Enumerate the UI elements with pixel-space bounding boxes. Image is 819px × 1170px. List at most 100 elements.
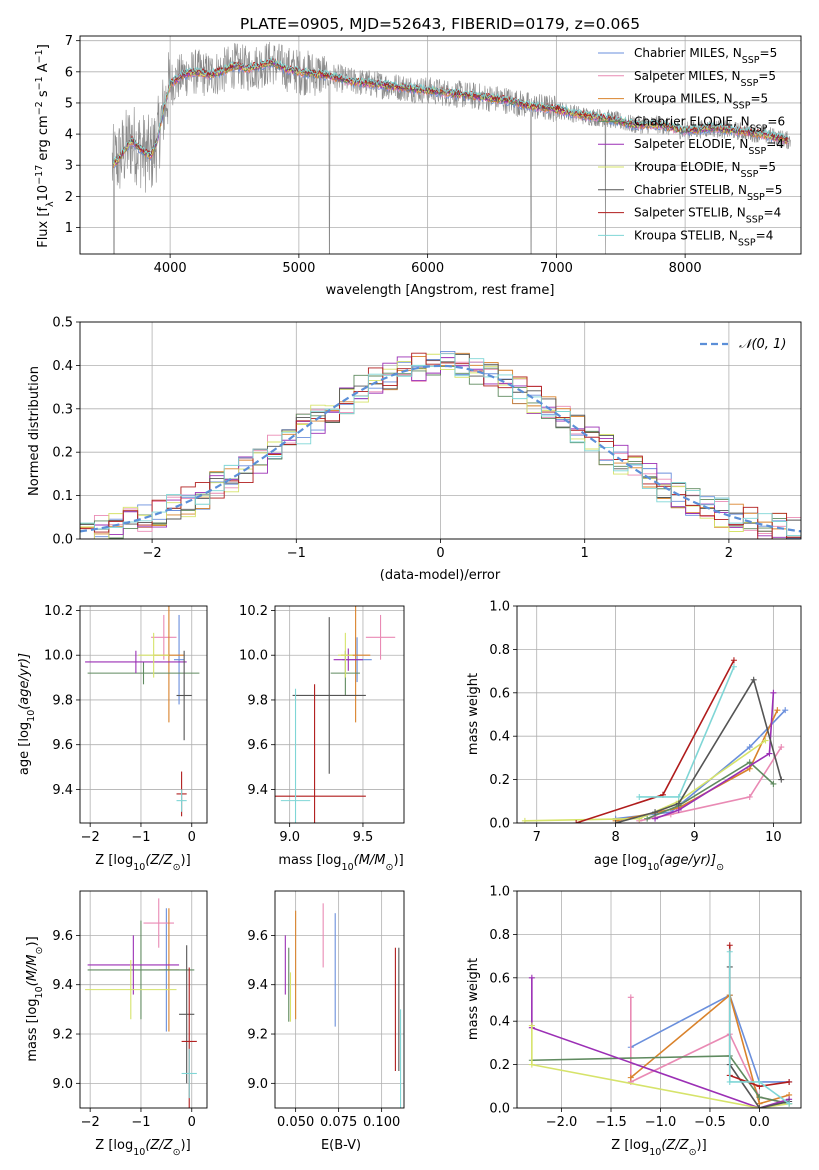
errorbar-point (176, 650, 192, 741)
axes-frame (79, 35, 802, 255)
x-axis-label: Z [log10(Z/Z⊙)] (95, 1138, 190, 1158)
x-axis-label: Z [log10(Z/Z⊙)] (611, 1138, 706, 1158)
y-tick-label: 0.8 (489, 928, 510, 943)
axes-frame (79, 605, 208, 824)
y-axis-label: mass weight (466, 673, 481, 755)
x-tick-label: 8 (611, 830, 619, 845)
x-axis-label-part: (Z/Z (661, 1138, 689, 1153)
plus-marker (528, 1061, 535, 1068)
figure-title: PLATE=0905, MJD=52643, FIBERID=0179, z=0… (240, 15, 640, 33)
x-tick-label: 0 (188, 830, 196, 845)
x-axis-label-part: )] (181, 1138, 191, 1153)
errorbar-point (87, 920, 195, 1020)
errorbar-point (179, 945, 195, 1084)
legend-entry: Salpeter ELODIE, NSSP=4 (634, 137, 784, 157)
y-tick-label: 0.2 (52, 446, 73, 461)
plus-marker (644, 815, 651, 822)
y-tick-label: 9.2 (52, 1028, 73, 1043)
legend-entry-part: =5 (760, 46, 778, 60)
x-axis-label: wavelength [Angstrom, rest frame] (326, 283, 555, 298)
y-tick-label: 9.4 (247, 978, 268, 993)
legend-entry-part: SSP (738, 237, 756, 248)
x-tick-label: 0 (436, 546, 444, 561)
x-tick-label: 7000 (540, 261, 573, 276)
y-axis-label: Flux [fλ10−17 erg cm−2 s−1 A−1] (34, 44, 56, 248)
plus-marker (612, 820, 619, 823)
y-tick-label: 0.4 (489, 1015, 510, 1030)
legend-entry-part: Chabrier MILES, N (634, 46, 742, 60)
legend-entry-part: =5 (765, 183, 783, 197)
x-axis-label-part: Z [log (611, 1138, 649, 1153)
y-axis-label-part: ] (36, 44, 51, 49)
x-axis-label-part: ⊙ (386, 862, 394, 873)
legend-entry-part: SSP (748, 146, 766, 157)
y-tick-label: 9.6 (247, 738, 268, 753)
plus-marker (762, 737, 769, 744)
x-tick-label: 10 (765, 830, 782, 845)
plus-marker (652, 815, 659, 822)
x-tick-label: 5000 (282, 261, 315, 276)
x-tick-label: −2 (81, 1115, 100, 1130)
y-tick-label: 2 (65, 190, 73, 205)
plus-marker (770, 689, 777, 696)
legend-entry-part: =6 (767, 114, 785, 128)
x-axis-label-part: mass [log (278, 853, 341, 868)
plot-area (111, 41, 791, 254)
y-axis-label-part: erg cm (36, 115, 51, 164)
y-tick-label: 10.2 (239, 604, 268, 619)
x-axis-label-part: 10 (133, 1147, 145, 1158)
y-tick-label: 0.5 (52, 316, 73, 331)
plus-marker (652, 809, 659, 816)
plus-marker (730, 657, 737, 664)
legend-entry-part: SSP (742, 55, 760, 66)
y-tick-label: 9.0 (247, 1077, 268, 1092)
x-tick-label: −2.0 (546, 1115, 578, 1130)
y-axis-label-part: −1 (34, 49, 45, 63)
x-tick-label: 0.100 (363, 1115, 400, 1130)
y-tick-label: 10.0 (44, 649, 73, 664)
y-tick-label: 9.4 (52, 783, 73, 798)
y-tick-label: 4 (65, 128, 73, 143)
x-axis-label-part: (age/yr)] (659, 853, 716, 868)
plus-marker (726, 948, 733, 955)
y-tick-label: 9.2 (247, 1028, 268, 1043)
y-axis-label-part: −2 (34, 101, 45, 115)
legend-entry-part: Salpeter STELIB, N (634, 206, 746, 220)
y-tick-label: 0.0 (489, 1102, 510, 1117)
x-axis-label: age [log10(age/yr)]⊙ (594, 853, 724, 873)
x-tick-label: 2 (725, 546, 733, 561)
errorbar-point (85, 960, 177, 1020)
y-axis-label-part: s (36, 90, 51, 101)
legend-entry-part: =5 (758, 69, 776, 83)
panel-age-vs-z: −2 −1 09.49.69.810.010.2Z [log10(Z/Z⊙)]age… (17, 604, 208, 873)
y-tick-label: 0.8 (489, 643, 510, 658)
mass-weight-line (531, 1025, 790, 1108)
y-axis-label-part: ⊙ (34, 947, 45, 955)
mass-weight-line (531, 1055, 790, 1105)
plus-marker (782, 707, 789, 714)
x-axis-label-part: ⊙ (716, 862, 724, 873)
y-axis-label: mass weight (466, 958, 481, 1040)
x-axis-label-part: age [log (594, 853, 647, 868)
legend-entry-part: Kroupa STELIB, N (634, 228, 738, 242)
plot-area (521, 657, 789, 823)
y-tick-label: 9.0 (52, 1077, 73, 1092)
plus-marker (770, 780, 777, 787)
y-tick-label: 9.6 (247, 929, 268, 944)
plus-marker (746, 759, 753, 766)
y-tick-label: 10.0 (239, 649, 268, 664)
legend-entry: Salpeter MILES, NSSP=5 (634, 69, 776, 89)
x-tick-label: 4000 (154, 261, 187, 276)
x-axis-label-part: 10 (647, 862, 659, 873)
plot-area (528, 942, 793, 1108)
errorbar-point (338, 632, 353, 678)
legend-entry: 𝒩(0, 1) (739, 337, 786, 352)
plus-marker (750, 676, 757, 683)
legend-entry-part: Chabrier ELODIE, N (634, 114, 750, 128)
x-tick-label: −1.5 (595, 1115, 627, 1130)
errorbar-point (87, 935, 180, 995)
x-axis-label-part: Z [log (95, 1138, 133, 1153)
panel-spectrum: 4000 5000 6000 7000 8000 1 2 3 4 5 6 7 wavelength [A… (34, 34, 802, 298)
y-axis-label-part: −1 (34, 76, 45, 90)
plot-area (85, 898, 197, 1108)
